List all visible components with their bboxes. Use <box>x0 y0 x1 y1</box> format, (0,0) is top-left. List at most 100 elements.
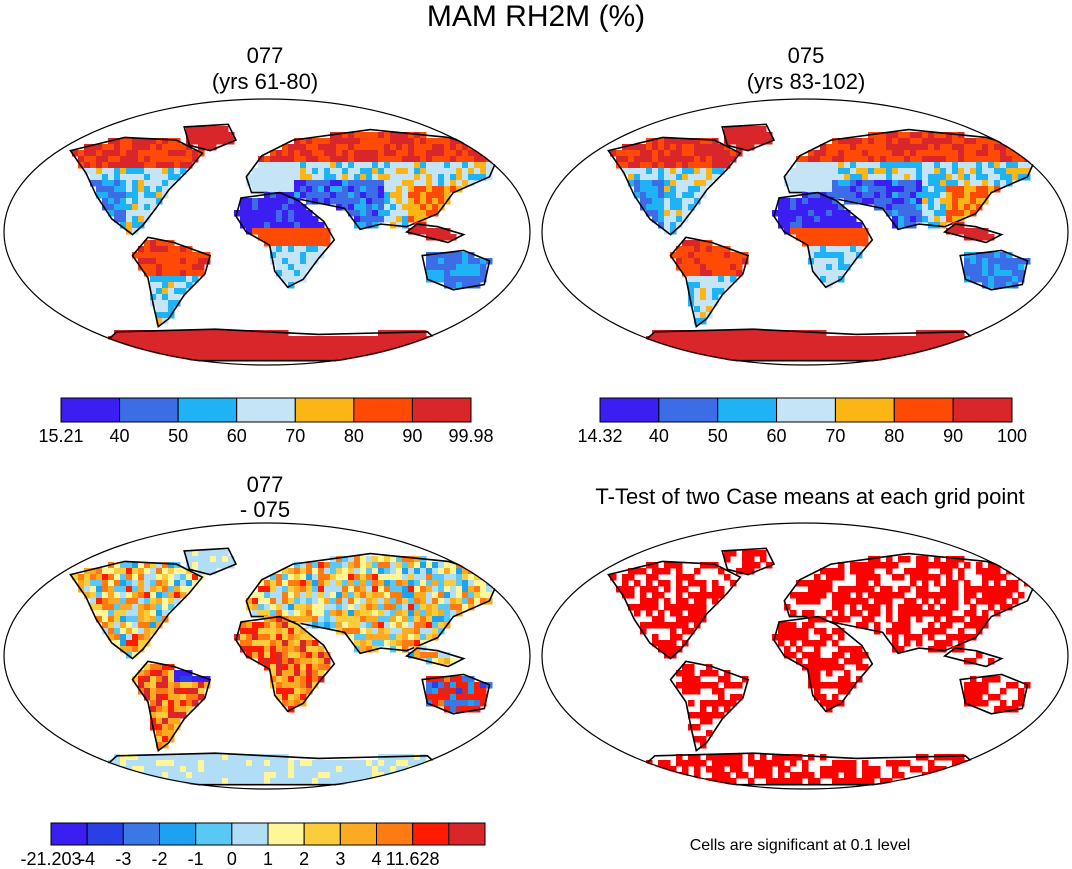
grid-cell <box>324 760 331 767</box>
grid-cell <box>288 264 295 271</box>
grid-cell <box>892 634 899 641</box>
grid-cell <box>796 336 803 343</box>
grid-cell <box>426 228 433 235</box>
grid-cell <box>222 556 229 563</box>
grid-cell <box>862 336 869 343</box>
grid-cell <box>162 348 169 355</box>
grid-cell <box>366 574 373 581</box>
grid-cell <box>652 168 659 175</box>
grid-cell <box>748 348 755 355</box>
grid-cell <box>688 712 695 719</box>
grid-cell <box>928 180 935 187</box>
grid-cell <box>802 228 809 235</box>
grid-cell <box>276 174 283 181</box>
grid-cell <box>976 156 983 163</box>
grid-cell <box>414 574 421 581</box>
grid-cell <box>282 168 289 175</box>
grid-cell <box>1000 586 1007 593</box>
grid-cell <box>898 556 905 563</box>
grid-cell <box>742 772 749 779</box>
grid-cell <box>120 210 127 217</box>
grid-cell <box>754 766 761 773</box>
grid-cell <box>90 168 97 175</box>
grid-cell <box>132 580 139 587</box>
grid-cell <box>336 580 343 587</box>
grid-cell <box>748 562 755 569</box>
grid-cell <box>438 766 445 773</box>
grid-cell <box>868 156 875 163</box>
grid-cell <box>270 676 277 683</box>
grid-cell <box>802 162 809 169</box>
grid-cell <box>748 144 755 151</box>
grid-cell <box>366 628 373 635</box>
grid-cell <box>1006 156 1013 163</box>
grid-cell <box>754 562 761 569</box>
grid-cell <box>324 192 331 199</box>
grid-cell <box>108 604 115 611</box>
grid-cell <box>186 162 193 169</box>
grid-cell <box>730 580 737 587</box>
grid-cell <box>180 688 187 695</box>
grid-cell <box>300 652 307 659</box>
grid-cell <box>120 772 127 779</box>
grid-cell <box>342 598 349 605</box>
grid-cell <box>138 574 145 581</box>
grid-cell <box>850 766 857 773</box>
grid-cell <box>964 682 971 689</box>
grid-cell <box>282 156 289 163</box>
grid-cell <box>480 156 487 163</box>
grid-cell <box>462 180 469 187</box>
grid-cell <box>258 634 265 641</box>
grid-cell <box>192 264 199 271</box>
colorbar-swatch <box>353 397 413 423</box>
grid-cell <box>712 700 719 707</box>
grid-cell <box>480 700 487 707</box>
grid-cell <box>730 264 737 271</box>
grid-cell <box>874 574 881 581</box>
grid-cell <box>330 604 337 611</box>
grid-cell <box>144 210 151 217</box>
grid-cell <box>646 622 653 629</box>
grid-cell <box>420 580 427 587</box>
grid-cell <box>694 312 701 319</box>
grid-cell <box>270 754 277 761</box>
grid-cell <box>760 342 767 349</box>
grid-cell <box>402 174 409 181</box>
grid-cell <box>658 168 665 175</box>
grid-cell <box>688 676 695 683</box>
grid-cell <box>682 138 689 145</box>
grid-cell <box>276 604 283 611</box>
grid-cell <box>288 186 295 193</box>
grid-cell <box>282 228 289 235</box>
grid-cell <box>694 258 701 265</box>
grid-cell <box>832 574 839 581</box>
grid-cell <box>784 336 791 343</box>
grid-cell <box>138 610 145 617</box>
grid-cell <box>664 348 671 355</box>
grid-cell <box>174 150 181 157</box>
grid-cell <box>168 336 175 343</box>
grid-cell <box>1000 156 1007 163</box>
colorbar-075 <box>599 397 1013 423</box>
grid-cell <box>324 580 331 587</box>
grid-cell <box>282 634 289 641</box>
grid-cell <box>664 168 671 175</box>
grid-cell <box>330 162 337 169</box>
grid-cell <box>838 598 845 605</box>
grid-cell <box>658 610 665 617</box>
grid-cell <box>384 180 391 187</box>
coastline-samerica <box>669 660 750 752</box>
grid-cell <box>156 568 163 575</box>
grid-cell <box>874 556 881 563</box>
grid-cell <box>694 282 701 289</box>
grid-cell <box>880 186 887 193</box>
grid-cell <box>952 562 959 569</box>
grid-cell <box>102 192 109 199</box>
grid-cell <box>760 354 767 361</box>
grid-cell <box>306 168 313 175</box>
grid-cell <box>288 658 295 665</box>
land-samerica <box>132 664 211 749</box>
grid-cell <box>640 204 647 211</box>
grid-cell <box>480 276 487 283</box>
grid-cell <box>790 610 797 617</box>
